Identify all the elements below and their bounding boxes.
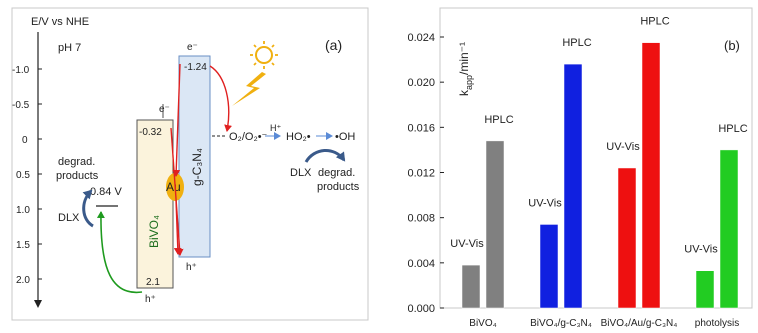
energy-axis-ticks: -1.0 -0.5 0 0.5 1.0 1.5 2.0 bbox=[12, 65, 42, 286]
bar-uvvis-2 bbox=[617, 167, 637, 309]
bivo4-cb-value: -0.32 bbox=[139, 127, 162, 138]
electron-transfer-arrow bbox=[172, 63, 181, 177]
bars-group: UV-Vis HPLC UV-Vis HPLC UV-Vis HPLC UV-Vis HPLC bbox=[450, 16, 748, 309]
products-label-left: products bbox=[56, 170, 99, 182]
gc3n4-hole-label: h⁺ bbox=[186, 262, 197, 273]
energy-tick-label: -1.0 bbox=[12, 65, 30, 76]
hole-oxidation-arrow bbox=[96, 211, 143, 294]
energy-tick-label: 1.0 bbox=[16, 205, 30, 216]
bar-method-label: HPLC bbox=[640, 16, 669, 28]
ho2-radical-label: HO₂• bbox=[286, 131, 311, 143]
energy-tick-label: 1.5 bbox=[16, 240, 30, 251]
bar-method-label: HPLC bbox=[562, 37, 591, 49]
y-tick-label: 0.012 bbox=[407, 168, 435, 180]
panel-a-ph-label: pH 7 bbox=[58, 42, 81, 54]
gc3n4-cb-value: -1.24 bbox=[184, 62, 207, 73]
panel-a-axis-title: E/V vs NHE bbox=[31, 16, 89, 28]
y-axis-title: kapp/min⁻¹ bbox=[457, 42, 474, 96]
bar-method-label: UV-Vis bbox=[606, 141, 640, 153]
y-tick-label: 0.016 bbox=[407, 122, 435, 134]
bar-hplc-0 bbox=[485, 140, 505, 309]
bar-uvvis-0 bbox=[461, 264, 481, 309]
bar-method-label: UV-Vis bbox=[528, 197, 562, 209]
x-category-label: BiVO₄/g-C₃N₄ bbox=[530, 318, 592, 329]
energy-tick-label: 0 bbox=[22, 135, 28, 146]
bar-hplc-1 bbox=[563, 63, 583, 309]
electron-transfer-arrow bbox=[170, 127, 184, 256]
y-tick-label: 0.008 bbox=[407, 213, 435, 225]
degrad-label-left: degrad. bbox=[58, 156, 95, 168]
panel-a-energy-diagram: E/V vs NHE pH 7 (a) -1.0 -0.5 0 0.5 1.0 … bbox=[11, 7, 369, 321]
bar-uvvis-3 bbox=[695, 270, 715, 309]
x-axis-categories: BiVO₄ BiVO₄/g-C₃N₄ BiVO₄/Au/g-C₃N₄ photolys… bbox=[469, 318, 739, 329]
y-axis-ticks: 0.000 0.004 0.008 0.012 0.016 0.020 0.024 bbox=[407, 32, 444, 315]
bar-method-label: HPLC bbox=[718, 123, 747, 135]
dlx-degradation-arrow-left bbox=[82, 189, 94, 228]
bar-method-label: UV-Vis bbox=[450, 238, 484, 250]
au-label: Au bbox=[166, 180, 181, 194]
dlx-degradation-arrow-right bbox=[304, 149, 346, 163]
sun-icon bbox=[250, 41, 278, 69]
energy-tick-label: 2.0 bbox=[16, 275, 30, 286]
bivo4-electron-label: e⁻ bbox=[159, 104, 170, 115]
bar-hplc-3 bbox=[719, 149, 739, 309]
dlx-label-right: DLX bbox=[290, 167, 312, 179]
y-tick-label: 0.000 bbox=[407, 303, 435, 315]
energy-tick-label: -0.5 bbox=[12, 100, 30, 111]
bivo4-hole-label: h⁺ bbox=[145, 294, 156, 305]
panel-a-label: (a) bbox=[325, 37, 342, 53]
products-label-right: products bbox=[317, 181, 360, 193]
bar-method-label: HPLC bbox=[484, 114, 513, 126]
voltage-label: 0.84 V bbox=[90, 186, 122, 198]
bivo4-name: BiVO₄ bbox=[147, 215, 161, 248]
au-hole-arrow bbox=[173, 199, 182, 255]
bivo4-band-box bbox=[136, 119, 174, 289]
proton-label: H⁺ bbox=[270, 123, 281, 133]
panel-b-label: (b) bbox=[724, 38, 740, 53]
energy-tick-label: 0.5 bbox=[16, 170, 30, 181]
bar-method-label: UV-Vis bbox=[684, 244, 718, 256]
oxygen-reduction-arrow bbox=[209, 65, 233, 132]
y-tick-label: 0.024 bbox=[407, 32, 435, 44]
x-category-label: BiVO₄/Au/g-C₃N₄ bbox=[601, 318, 678, 329]
gc3n4-band-box bbox=[178, 55, 211, 258]
panel-b-plot-frame bbox=[439, 7, 753, 309]
oh-radical-label: •OH bbox=[335, 131, 355, 143]
lightning-icon bbox=[232, 72, 266, 106]
y-tick-label: 0.020 bbox=[407, 77, 435, 89]
x-category-label: photolysis bbox=[695, 318, 739, 329]
gc3n4-name: g-C₃N₄ bbox=[190, 148, 204, 186]
y-tick-label: 0.004 bbox=[407, 258, 435, 270]
bar-uvvis-1 bbox=[539, 224, 559, 309]
oxygen-couple-label: O₂/O₂•⁻ bbox=[229, 131, 268, 143]
dlx-label-left: DLX bbox=[58, 212, 80, 224]
bivo4-vb-value: 2.1 bbox=[146, 277, 160, 288]
x-category-label: BiVO₄ bbox=[469, 318, 496, 329]
degrad-label-right: degrad. bbox=[318, 167, 355, 179]
bar-hplc-2 bbox=[641, 42, 661, 309]
gc3n4-electron-label: e⁻ bbox=[187, 42, 198, 53]
panel-b-bar-chart: (b) kapp/min⁻¹ 0.000 0.004 0.008 0.012 0.016… bbox=[407, 7, 753, 329]
